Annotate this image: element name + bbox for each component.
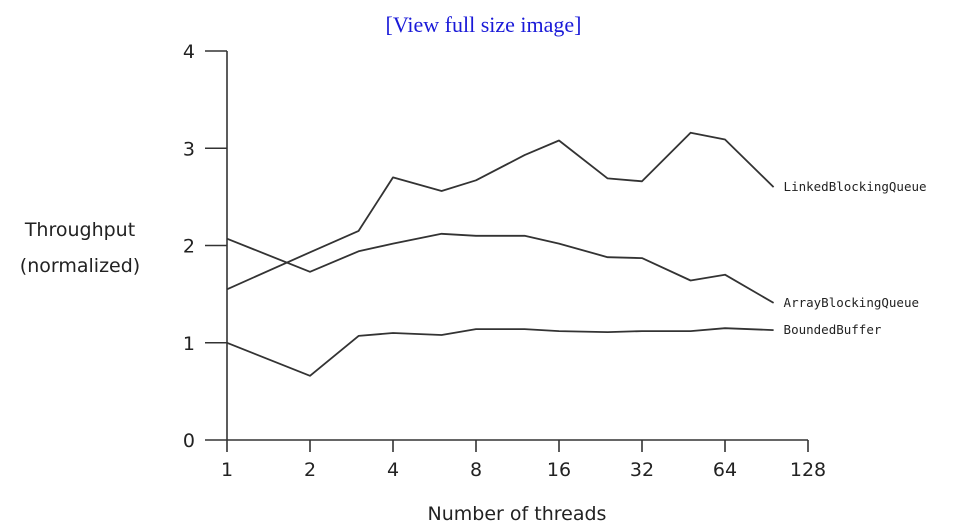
y-axis-title-line-1: Throughput (24, 219, 135, 241)
x-tick-label: 64 (713, 459, 737, 481)
y-tick-label: 3 (183, 138, 195, 160)
x-tick-label: 1 (221, 459, 233, 481)
series-label-bounded-buffer: BoundedBuffer (784, 322, 882, 337)
x-tick-label: 2 (304, 459, 316, 481)
x-tick-label: 16 (547, 459, 571, 481)
x-tick-label: 8 (470, 459, 482, 481)
y-axis-title-line-2: (normalized) (20, 255, 140, 277)
x-axis-ticks: 1 2 4 8 16 32 64 128 (221, 440, 826, 481)
y-tick-label: 0 (183, 430, 195, 452)
x-tick-label: 32 (630, 459, 654, 481)
series-lines: LinkedBlockingQueue ArrayBlockingQueue Bou… (226, 131, 927, 377)
series-line-array-blocking-queue (226, 232, 775, 304)
series-line-bounded-buffer (226, 327, 774, 377)
series-label-array-blocking-queue: ArrayBlockingQueue (784, 295, 919, 310)
axes (226, 51, 808, 441)
series-line-linked-blocking-queue (226, 131, 775, 291)
y-tick-label: 1 (183, 333, 195, 355)
y-axis-ticks: 0 1 2 3 4 (183, 41, 227, 452)
x-tick-label: 4 (387, 459, 399, 481)
x-tick-label: 128 (790, 459, 826, 481)
view-full-size-link[interactable]: [View full size image] (385, 12, 582, 37)
x-axis-title: Number of threads (428, 503, 607, 525)
y-tick-label: 2 (183, 236, 195, 258)
series-label-linked-blocking-queue: LinkedBlockingQueue (784, 179, 927, 194)
y-tick-label: 4 (183, 41, 195, 63)
